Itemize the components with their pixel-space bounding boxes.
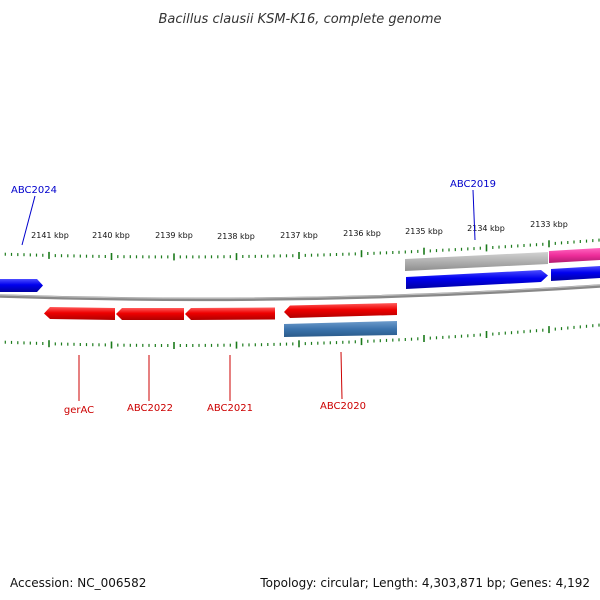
rna-gene-bar[interactable] xyxy=(284,321,397,337)
gene-abc2019-arrow[interactable] xyxy=(406,270,548,289)
gene-labels: ABC2024 ABC2019 gerAC ABC2022 ABC2021 AB… xyxy=(11,179,496,416)
gene-label-abc2022[interactable]: ABC2022 xyxy=(127,403,173,414)
scale-label-2134: 2134 kbp xyxy=(467,224,505,233)
reverse-strand-features xyxy=(44,303,397,337)
gene-label-abc2021[interactable]: ABC2021 xyxy=(207,403,253,414)
genome-backbone-highlight xyxy=(0,284,600,299)
gene-label-gerac[interactable]: gerAC xyxy=(64,405,94,416)
scale-label-2137: 2137 kbp xyxy=(280,231,318,240)
scale-ticks-inner xyxy=(4,323,600,349)
accession-text: Accession: NC_006582 xyxy=(10,576,147,590)
gene-label-abc2020[interactable]: ABC2020 xyxy=(320,401,366,412)
scale-label-2133: 2133 kbp xyxy=(530,220,568,229)
genome-backbone xyxy=(0,284,600,302)
pseudo-gene-bar[interactable] xyxy=(405,252,548,271)
gene-abc2022-arrow[interactable] xyxy=(116,308,184,320)
gene-label-abc2019[interactable]: ABC2019 xyxy=(450,179,496,190)
gene-gerac-arrow[interactable] xyxy=(44,307,115,320)
gene-abc2020-arrow[interactable] xyxy=(284,303,397,318)
scale-ticks-outer xyxy=(4,238,600,261)
map-title: Bacillus clausii KSM-K16, complete genom… xyxy=(158,12,441,27)
gene-abc2021-arrow[interactable] xyxy=(185,307,275,321)
other-gene-bar[interactable] xyxy=(549,248,600,263)
genome-summary-text: Topology: circular; Length: 4,303,871 bp… xyxy=(260,576,590,590)
forward-strand-features xyxy=(0,248,600,292)
label-leader-lines xyxy=(21,189,476,401)
leader-abc2020 xyxy=(340,351,343,400)
scale-label-2141: 2141 kbp xyxy=(31,231,69,240)
gene-forward-right-arrow[interactable] xyxy=(551,266,600,281)
leader-abc2024 xyxy=(21,195,36,246)
scale-label-2136: 2136 kbp xyxy=(343,229,381,238)
scale-label-2135: 2135 kbp xyxy=(405,227,443,236)
leader-abc2019 xyxy=(472,189,476,241)
gene-label-abc2024[interactable]: ABC2024 xyxy=(11,185,57,196)
scale-label-2138: 2138 kbp xyxy=(217,232,255,241)
gene-abc2024-arrow[interactable] xyxy=(0,279,43,292)
scale-labels: 2141 kbp 2140 kbp 2139 kbp 2138 kbp 2137… xyxy=(31,220,568,241)
scale-label-2140: 2140 kbp xyxy=(92,231,130,240)
scale-label-2139: 2139 kbp xyxy=(155,231,193,240)
